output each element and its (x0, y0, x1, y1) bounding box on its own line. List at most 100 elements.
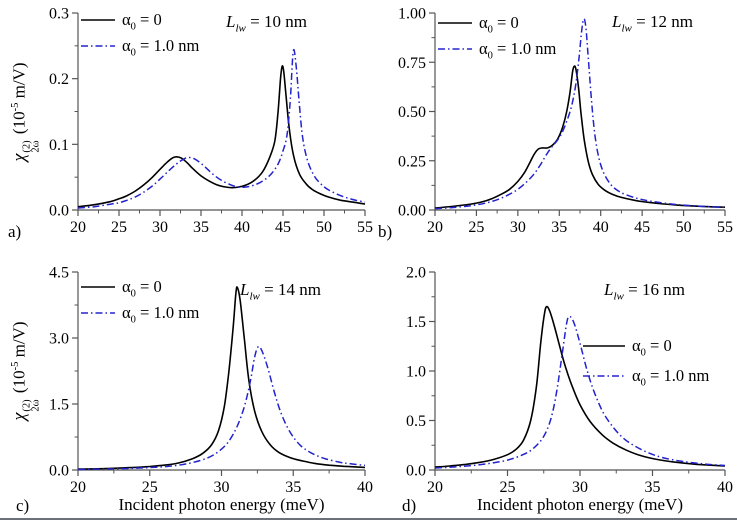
y-title-unit-pre: (10 (9, 111, 29, 139)
x-tick-label: 30 (152, 219, 168, 236)
legend-label: α0 = 0 (122, 10, 162, 33)
legend-label: α0 = 1.0 nm (122, 36, 200, 59)
legend-entry-alpha0: α0 = 0 (582, 336, 709, 359)
y-tick-label: 0.0 (406, 463, 426, 480)
y-tick-label: 3.0 (49, 331, 69, 348)
legend-panel-c: α0 = 0 α0 = 1.0 nm (80, 277, 199, 329)
y-title-unit-pre: (10 (9, 370, 29, 398)
subplot-c: 20 25 30 35 40 0.0 1.5 3.0 4.5 (49, 265, 373, 497)
legend-panel-a: α0 = 0 α0 = 1.0 nm (80, 10, 199, 62)
y-title-scripts: (2) 2ω (21, 399, 41, 411)
series-curve-1 (434, 315, 726, 469)
subplot-b: 20 25 30 35 40 45 50 55 0.00 0.25 0.50 0.75 1.00 (398, 6, 733, 237)
series-curve-1 (434, 18, 726, 210)
panel-label-d: d) (402, 496, 417, 515)
legend-entry-alpha1: α0 = 1.0 nm (582, 366, 710, 389)
x-tick-label: 25 (500, 479, 516, 496)
legend-label: α0 = 1.0 nm (479, 39, 557, 62)
legend-line-sample-solid-icon (81, 286, 115, 288)
panel-label-b: b) (378, 222, 393, 241)
well-width-annotation-b: Llw = 12 nm (612, 12, 693, 35)
y-tick-label: 1.5 (406, 314, 426, 331)
y-tick-label: 1.00 (398, 6, 426, 23)
page-rule-divider (0, 518, 737, 520)
y-title-unit-exp: -5 (10, 361, 22, 371)
legend-line-sample-solid-icon (583, 345, 625, 347)
well-width-annotation-c: Llw = 14 nm (240, 280, 321, 303)
x-tick-label: 25 (468, 219, 484, 236)
legend-label: α0 = 0 (122, 277, 162, 300)
series-curve-1 (77, 345, 366, 471)
legend-line-sample-dashdot-icon (438, 48, 472, 50)
x-tick-label: 20 (427, 219, 443, 236)
x-tick-label: 20 (70, 479, 86, 496)
legend-label: α0 = 0 (632, 336, 672, 359)
series-curve-0 (434, 65, 726, 209)
x-tick-label: 35 (285, 479, 301, 496)
legend-entry-alpha0: α0 = 0 (437, 13, 556, 36)
x-tick-label: 25 (111, 219, 127, 236)
y-tick-label: 0.1 (49, 137, 69, 154)
subplot-d: 20 25 30 35 40 0.0 0.5 1.0 1.5 2.0 (406, 265, 733, 497)
legend-panel-b: α0 = 0 α0 = 1.0 nm (437, 13, 556, 65)
panel-label-c: c) (16, 496, 30, 515)
x-tick-label: 40 (593, 219, 609, 236)
series-curve-1 (77, 49, 366, 209)
legend-entry-alpha1: α0 = 1.0 nm (437, 39, 557, 62)
x-tick-label: 45 (275, 219, 291, 236)
legend-line-sample-solid-icon (438, 22, 472, 24)
y-tick-label: 0.50 (398, 104, 426, 121)
legend-label: α0 = 1.0 nm (632, 366, 710, 389)
legend-label: α0 = 0 (479, 13, 519, 36)
x-tick-label: 50 (676, 219, 692, 236)
legend-line-sample-dashdot-icon (81, 45, 115, 47)
legend-entry-alpha0: α0 = 0 (80, 277, 199, 300)
x-tick-label: 50 (316, 219, 332, 236)
y-tick-label: 0.0 (49, 463, 69, 480)
y-tick-label: 0.2 (49, 71, 69, 88)
legend-panel-d: α0 = 0 α0 = 1.0 nm (582, 336, 709, 396)
x-tick-label: 30 (572, 479, 588, 496)
y-axis-title-c: χ (2) 2ω (10-5 m/V) (9, 322, 42, 421)
y-tick-label: 4.5 (49, 265, 69, 282)
y-tick-label: 1.5 (49, 397, 69, 414)
legend-line-sample-solid-icon (81, 19, 115, 21)
x-tick-label: 55 (717, 219, 733, 236)
y-title-sub: 2ω (30, 140, 42, 153)
legend-entry-alpha1: α0 = 1.0 nm (80, 36, 200, 59)
y-tick-label: 0.75 (398, 55, 426, 72)
series-curve-0 (77, 65, 366, 208)
x-tick-label: 45 (634, 219, 650, 236)
series-curve-0 (434, 305, 726, 468)
legend-line-sample-dashdot-icon (583, 375, 625, 377)
x-tick-label: 20 (427, 479, 443, 496)
y-tick-label: 0.0 (49, 203, 69, 220)
y-tick-label: 0.3 (49, 6, 69, 23)
legend-entry-alpha1: α0 = 1.0 nm (80, 303, 199, 325)
y-title-symbol: χ (8, 153, 29, 162)
x-tick-label: 35 (551, 219, 567, 236)
subplot-a: 20 25 30 35 40 45 50 55 0.0 0.1 0.2 0.3 (49, 6, 373, 237)
y-tick-label: 1.0 (406, 364, 426, 381)
x-tick-label: 35 (193, 219, 209, 236)
y-axis-title-a: χ (2) 2ω (10-5 m/V) (9, 63, 42, 162)
y-title-unit-exp: -5 (10, 102, 22, 112)
x-tick-label: 20 (70, 219, 86, 236)
x-tick-label: 40 (357, 479, 373, 496)
y-tick-label: 0.25 (398, 153, 426, 170)
x-tick-label: 55 (357, 219, 373, 236)
x-tick-label: 35 (645, 479, 661, 496)
y-tick-label: 0.00 (398, 203, 426, 220)
well-width-annotation-d: Llw = 16 nm (604, 280, 685, 303)
x-axis-title-d: Incident photon energy (meV) (477, 495, 683, 514)
legend-line-sample-dashdot-icon (81, 312, 115, 314)
y-title-unit-post: m/V) (9, 62, 29, 103)
x-axis-title-c: Incident photon energy (meV) (118, 495, 325, 514)
well-width-annotation-a: Llw = 10 nm (226, 12, 307, 35)
y-title-symbol: χ (8, 412, 29, 421)
y-tick-label: 0.5 (406, 413, 426, 430)
x-tick-label: 30 (214, 479, 230, 496)
y-tick-label: 2.0 (406, 265, 426, 282)
x-tick-label: 40 (717, 479, 733, 496)
